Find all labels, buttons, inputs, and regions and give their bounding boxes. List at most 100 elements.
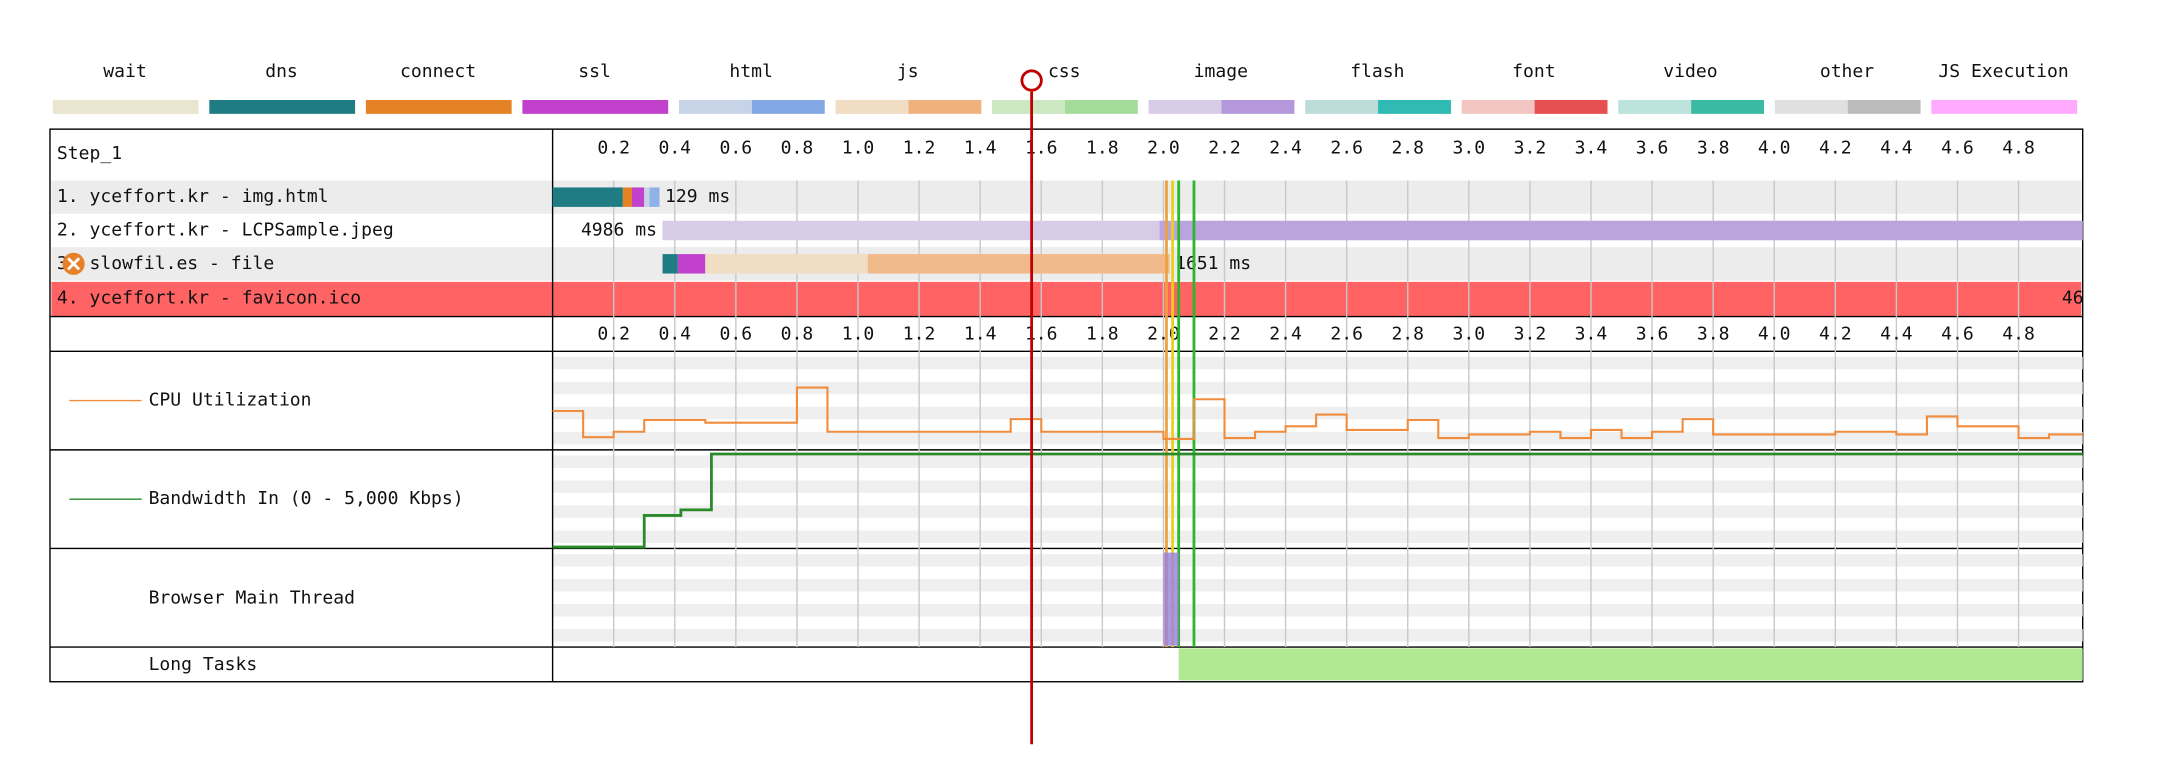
tick-label: 1.8 bbox=[1086, 138, 1119, 159]
tick-label: 1.8 bbox=[1086, 324, 1119, 345]
legend-swatch bbox=[835, 99, 909, 114]
tick-label: 2.4 bbox=[1269, 324, 1302, 345]
tick-label: 0.8 bbox=[781, 138, 814, 159]
tick-label: 3.8 bbox=[1697, 138, 1730, 159]
bandwidth-label: Bandwidth In (0 - 5,000 Kbps) bbox=[149, 488, 464, 509]
band-stripe bbox=[552, 603, 2083, 617]
tick-label: 1.2 bbox=[903, 324, 936, 345]
legend-swatch bbox=[678, 99, 752, 114]
tick-label: 0.2 bbox=[597, 324, 630, 345]
legend-swatch bbox=[1847, 99, 1921, 114]
tick-label: 0.2 bbox=[597, 138, 630, 159]
cursor-handle bbox=[1020, 69, 1043, 92]
legend-swatch bbox=[52, 99, 199, 114]
request-segment bbox=[622, 187, 633, 207]
main-thread-busy bbox=[1163, 552, 1179, 646]
tick-label: 4.4 bbox=[1880, 138, 1913, 159]
tick-label: 3.0 bbox=[1453, 324, 1486, 345]
legend-swatch bbox=[522, 99, 669, 114]
tick-label: 4.0 bbox=[1758, 138, 1791, 159]
request-segment-download bbox=[1159, 220, 2083, 241]
legend-swatch bbox=[365, 99, 512, 114]
request-timing: 1651 ms bbox=[1175, 253, 1251, 274]
long-tasks-label: Long Tasks bbox=[149, 654, 258, 675]
legend-swatch bbox=[1305, 99, 1379, 114]
tick-label: 3.6 bbox=[1636, 138, 1669, 159]
tick-label: 4.2 bbox=[1819, 324, 1852, 345]
step-name: Step_1 bbox=[57, 143, 122, 164]
tick-label: 1.2 bbox=[903, 138, 936, 159]
band-stripe bbox=[552, 505, 2083, 518]
tick-label: 3.6 bbox=[1636, 324, 1669, 345]
request-segment bbox=[677, 254, 706, 274]
legend-swatch bbox=[1461, 99, 1535, 114]
tick-label: 0.6 bbox=[720, 138, 753, 159]
band-stripe bbox=[552, 480, 2083, 493]
request-label: 2. yceffort.kr - LCPSample.jpeg bbox=[57, 219, 394, 240]
request-timing: 4986 ms bbox=[581, 219, 657, 240]
tick-label: 2.8 bbox=[1391, 324, 1424, 345]
tick-label: 1.6 bbox=[1025, 324, 1058, 345]
legend-swatch bbox=[1618, 99, 1692, 114]
band-stripe bbox=[552, 356, 2083, 370]
tick-label: 4.8 bbox=[2002, 324, 2035, 345]
legend-label: other bbox=[1820, 61, 1874, 82]
tick-label: 4.0 bbox=[1758, 324, 1791, 345]
request-segment-download bbox=[867, 254, 1170, 274]
tick-label: 1.0 bbox=[842, 324, 875, 345]
tick-label: 0.6 bbox=[720, 324, 753, 345]
tick-label: 3.4 bbox=[1575, 324, 1608, 345]
tick-label: 3.0 bbox=[1453, 138, 1486, 159]
tick-label: 2.0 bbox=[1147, 138, 1180, 159]
tick-label: 2.2 bbox=[1208, 324, 1241, 345]
tick-label: 0.8 bbox=[781, 324, 814, 345]
legend-swatch bbox=[1774, 99, 1848, 114]
legend-swatch bbox=[992, 99, 1065, 114]
cpu-label: CPU Utilization bbox=[149, 390, 312, 411]
row-bg bbox=[51, 281, 2082, 317]
band-stripe bbox=[552, 628, 2083, 642]
request-segment bbox=[632, 187, 645, 207]
legend-label: JS Execution bbox=[1938, 61, 2068, 82]
legend-label: js bbox=[897, 61, 919, 82]
tick-label: 1.4 bbox=[964, 138, 997, 159]
row-bg bbox=[51, 180, 2082, 214]
legend-swatch bbox=[908, 99, 982, 114]
request-label: 3. slowfil.es - file bbox=[57, 253, 274, 274]
tick-label: 4.6 bbox=[1941, 138, 1974, 159]
tick-label: 3.8 bbox=[1697, 324, 1730, 345]
request-timing: 46 bbox=[2062, 288, 2084, 309]
tick-label: 3.2 bbox=[1514, 138, 1547, 159]
legend-label: font bbox=[1512, 61, 1555, 82]
legend-swatch bbox=[1691, 99, 1765, 114]
tick-label: 2.0 bbox=[1147, 324, 1180, 345]
legend-swatch bbox=[751, 99, 825, 114]
legend-swatch bbox=[1221, 99, 1295, 114]
tick-label: 2.6 bbox=[1330, 324, 1363, 345]
tick-label: 2.4 bbox=[1269, 138, 1302, 159]
tick-label: 2.2 bbox=[1208, 138, 1241, 159]
tick-label: 1.0 bbox=[842, 138, 875, 159]
band-stripe bbox=[552, 381, 2083, 395]
cpu-line bbox=[552, 386, 2083, 441]
bandwidth-line bbox=[552, 452, 2083, 549]
band-stripe bbox=[552, 530, 2083, 543]
legend-label: connect bbox=[400, 61, 476, 82]
request-label: 4. yceffort.kr - favicon.ico bbox=[57, 288, 361, 309]
legend-label: ssl bbox=[578, 61, 611, 82]
legend-label: dns bbox=[265, 61, 298, 82]
tick-label: 3.4 bbox=[1575, 138, 1608, 159]
main-thread-label: Browser Main Thread bbox=[149, 587, 355, 608]
legend-swatch bbox=[209, 99, 356, 114]
legend-label: html bbox=[729, 61, 772, 82]
legend-label: video bbox=[1663, 61, 1717, 82]
tick-label: 4.6 bbox=[1941, 324, 1974, 345]
long-task bbox=[1178, 648, 2083, 681]
tick-label: 2.6 bbox=[1330, 138, 1363, 159]
request-segment bbox=[552, 187, 623, 207]
legend-label: css bbox=[1048, 61, 1081, 82]
band-stripe bbox=[552, 554, 2083, 567]
tick-label: 0.4 bbox=[658, 138, 691, 159]
